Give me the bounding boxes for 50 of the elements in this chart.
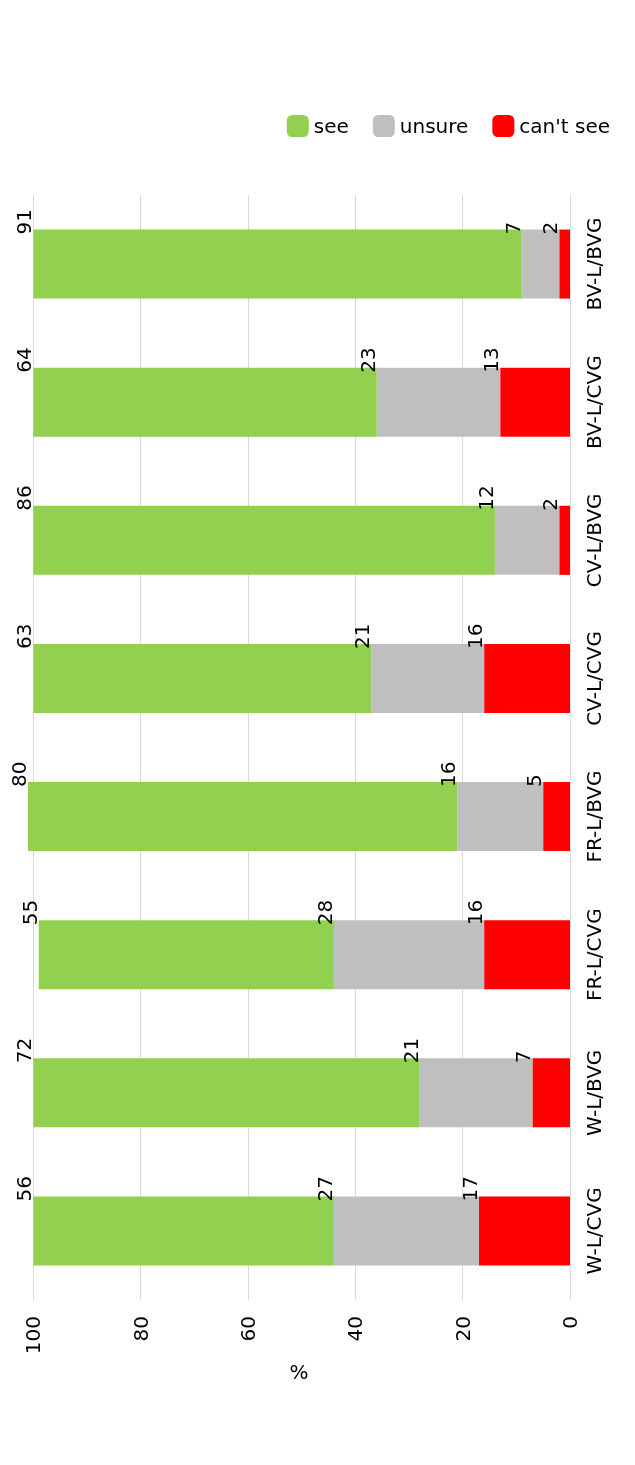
bar: [484, 920, 570, 990]
data-label: 86: [12, 485, 37, 511]
bar: [543, 782, 570, 852]
data-label: 7: [500, 221, 525, 235]
y-tick-label: W-L/CVG: [582, 1187, 606, 1275]
data-label: 91: [12, 209, 37, 235]
data-label: 12: [473, 485, 498, 511]
legend-label: see: [313, 114, 349, 138]
y-tick-label: BV-L/CVG: [582, 355, 606, 450]
data-label: 16: [463, 623, 488, 649]
data-label: 2: [538, 221, 563, 235]
x-tick-label: 60: [236, 1316, 261, 1342]
data-label: 56: [12, 1175, 37, 1202]
legend-label: unsure: [399, 114, 469, 138]
data-label: 21: [350, 623, 375, 649]
y-tick-label: CV-L/BVG: [582, 493, 606, 588]
x-axis-title: %: [289, 1360, 309, 1385]
bar: [478, 1196, 570, 1266]
data-label: 80: [7, 761, 31, 788]
data-label: 63: [12, 623, 37, 649]
data-label: 72: [12, 1037, 37, 1064]
data-label: 5: [522, 774, 547, 788]
data-label: 23: [355, 347, 380, 373]
y-tick-label: BV-L/BVG: [582, 217, 606, 311]
bar: [559, 229, 570, 299]
bar: [484, 643, 570, 713]
data-label: 7: [511, 1050, 536, 1064]
data-label: 16: [436, 761, 461, 788]
legend-label: can't see: [519, 114, 610, 138]
x-tick-label: 0: [558, 1316, 582, 1329]
x-tick-label: 80: [128, 1316, 153, 1342]
x-tick-label: 20: [450, 1316, 475, 1342]
x-tick-label: 100: [21, 1316, 46, 1355]
bar: [559, 505, 570, 575]
data-label: 16: [463, 899, 488, 926]
y-tick-label: FR-L/BVG: [582, 770, 606, 863]
y-tick-label: W-L/BVG: [582, 1049, 606, 1136]
data-label: 21: [398, 1037, 423, 1064]
data-label: 13: [479, 347, 504, 373]
data-label: 27: [312, 1175, 337, 1202]
data-label: 2: [538, 498, 563, 511]
x-tick-label: 40: [343, 1316, 368, 1342]
y-tick-label: CV-L/CVG: [582, 631, 606, 726]
bar: [532, 1058, 570, 1128]
data-label: 55: [17, 899, 42, 926]
data-label: 28: [312, 899, 337, 926]
data-label: 17: [457, 1175, 482, 1202]
data-label: 64: [12, 347, 37, 373]
bar: [500, 367, 570, 437]
y-tick-label: FR-L/CVG: [582, 908, 606, 1002]
